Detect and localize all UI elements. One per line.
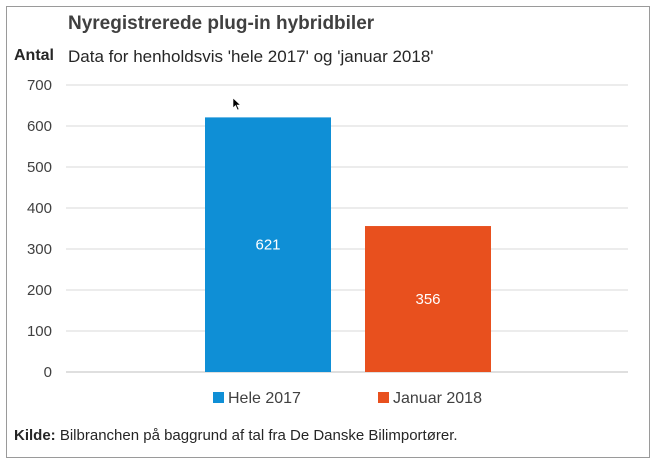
cursor-icon [232, 97, 242, 111]
bar [205, 117, 331, 372]
legend-swatch [378, 392, 389, 403]
y-tick-label: 0 [44, 364, 52, 381]
legend-label: Hele 2017 [228, 390, 301, 407]
y-tick-label: 400 [27, 200, 52, 217]
chart-subtitle: Data for henholdsvis 'hele 2017' og 'jan… [68, 47, 434, 66]
data-label: 356 [415, 291, 440, 308]
y-tick-label: 700 [27, 77, 52, 94]
chart-title: Nyregistrerede plug-in hybridbiler [68, 13, 375, 34]
grid-lines [66, 84, 628, 373]
legend-label: Januar 2018 [393, 390, 482, 407]
y-tick-label: 500 [27, 159, 52, 176]
data-label: 621 [255, 237, 280, 254]
y-tick-label: 100 [27, 323, 52, 340]
bars: 621 356 [205, 117, 491, 372]
legend: Hele 2017 Januar 2018 [213, 390, 482, 407]
bar [365, 226, 491, 372]
y-axis-label: Antal [14, 47, 54, 64]
y-tick-label: 300 [27, 241, 52, 258]
y-tick-label: 600 [27, 118, 52, 135]
legend-swatch [213, 392, 224, 403]
y-tick-labels: 0 100 200 300 400 500 600 700 [27, 77, 52, 381]
source-label: Kilde: [14, 427, 56, 444]
source-note: Kilde: Bilbranchen på baggrund af tal fr… [14, 427, 458, 444]
y-tick-label: 200 [27, 282, 52, 299]
source-text: Bilbranchen på baggrund af tal fra De Da… [59, 427, 458, 444]
